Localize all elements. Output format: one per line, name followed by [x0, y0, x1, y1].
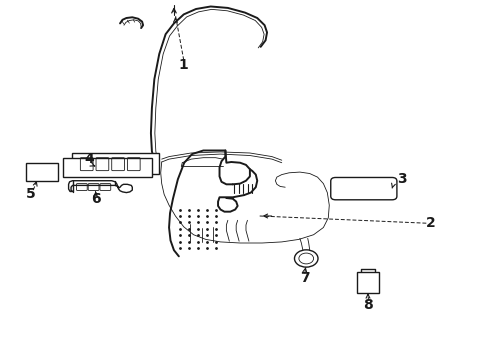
FancyBboxPatch shape [72, 153, 159, 174]
Text: 6: 6 [91, 192, 100, 206]
Text: 5: 5 [25, 187, 35, 201]
Text: 7: 7 [300, 271, 310, 285]
Text: 4: 4 [84, 152, 94, 166]
Text: 2: 2 [426, 216, 436, 230]
FancyBboxPatch shape [63, 158, 152, 177]
FancyBboxPatch shape [331, 177, 397, 200]
FancyBboxPatch shape [26, 163, 58, 181]
Text: 3: 3 [397, 172, 407, 186]
FancyBboxPatch shape [357, 272, 379, 293]
Text: 8: 8 [364, 298, 373, 312]
Text: 1: 1 [179, 58, 189, 72]
